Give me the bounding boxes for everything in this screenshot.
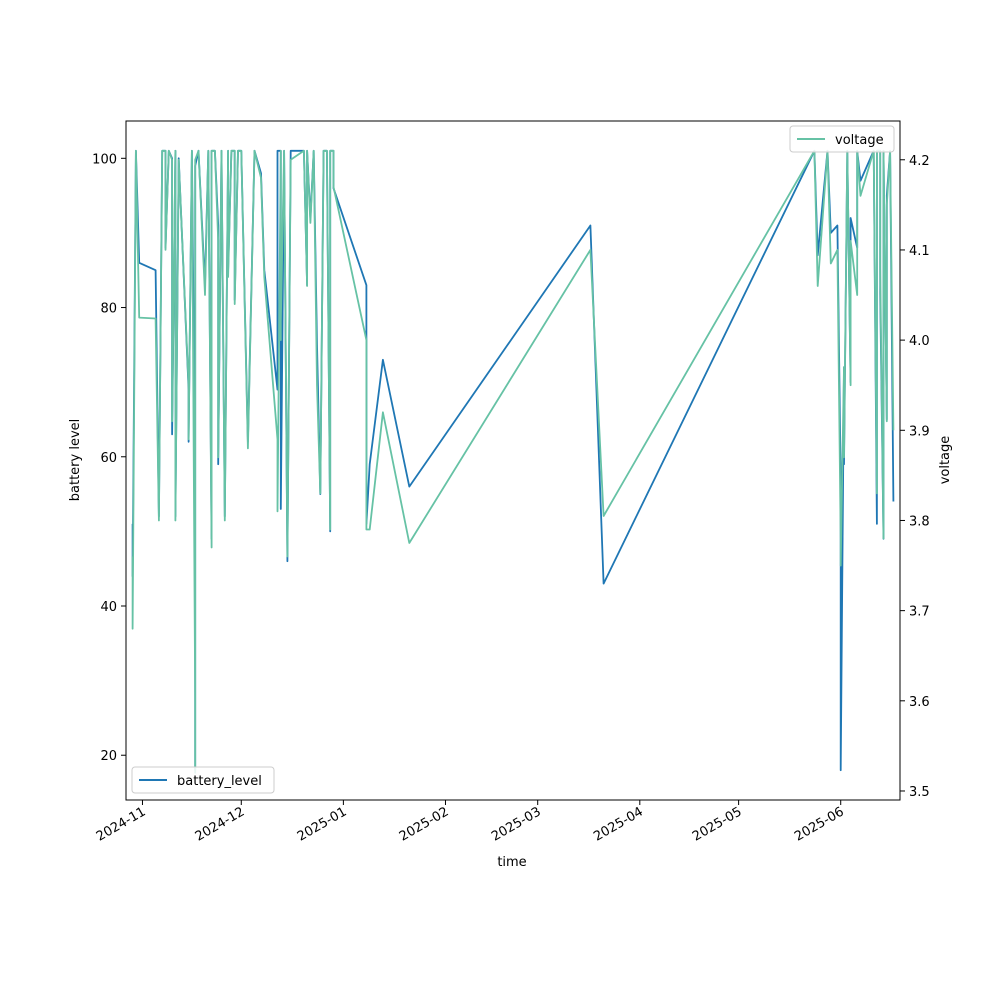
right-y-tick-label: 3.5 — [909, 785, 930, 800]
x-axis-ticks: 2024-11 2024-12 2025-01 2025-02 2025-03 2025-… — [94, 800, 847, 845]
legend-right-label: voltage — [835, 133, 884, 148]
x-tick-label: 2025-02 — [397, 804, 452, 844]
left-y-tick-label: 80 — [100, 302, 117, 317]
right-y-tick-label: 4.1 — [909, 244, 930, 259]
x-tick-label: 2024-12 — [193, 804, 248, 844]
series-line-voltage — [131, 149, 895, 774]
left-y-tick-label: 60 — [100, 451, 117, 466]
left-y-axis-ticks: 20 40 60 80 100 — [92, 152, 126, 764]
legend-left-label: battery_level — [177, 774, 262, 789]
legend-right: voltage — [789, 125, 895, 153]
left-y-tick-label: 20 — [100, 749, 117, 764]
plot-frame — [125, 120, 901, 801]
x-tick-label: 2025-06 — [792, 804, 847, 844]
right-y-tick-label: 4.2 — [909, 154, 930, 169]
right-y-tick-label: 3.9 — [909, 424, 930, 439]
plot-lines — [131, 149, 895, 774]
x-tick-label: 2025-01 — [295, 804, 350, 844]
right-y-tick-label: 3.8 — [909, 514, 930, 529]
x-axis-label: time — [497, 855, 526, 870]
x-tick-label: 2025-05 — [690, 804, 745, 844]
left-y-axis-label: battery level — [68, 419, 83, 502]
series-line-battery_level — [131, 149, 895, 772]
right-y-axis-label: voltage — [938, 436, 953, 485]
left-y-tick-label: 100 — [92, 152, 117, 167]
legend-left-box — [131, 766, 275, 794]
x-tick-label: 2025-04 — [591, 804, 646, 844]
legend-left: battery_level — [131, 766, 275, 794]
legend-right-box — [789, 125, 895, 153]
right-y-axis-ticks: 3.5 3.6 3.7 3.8 3.9 4.0 4.1 4.2 — [900, 154, 930, 800]
right-y-tick-label: 3.6 — [909, 695, 930, 710]
x-tick-label: 2025-03 — [489, 804, 544, 844]
x-tick-label: 2024-11 — [94, 804, 149, 844]
right-y-tick-label: 3.7 — [909, 605, 930, 620]
right-y-tick-label: 4.0 — [909, 334, 930, 349]
left-y-tick-label: 40 — [100, 600, 117, 615]
